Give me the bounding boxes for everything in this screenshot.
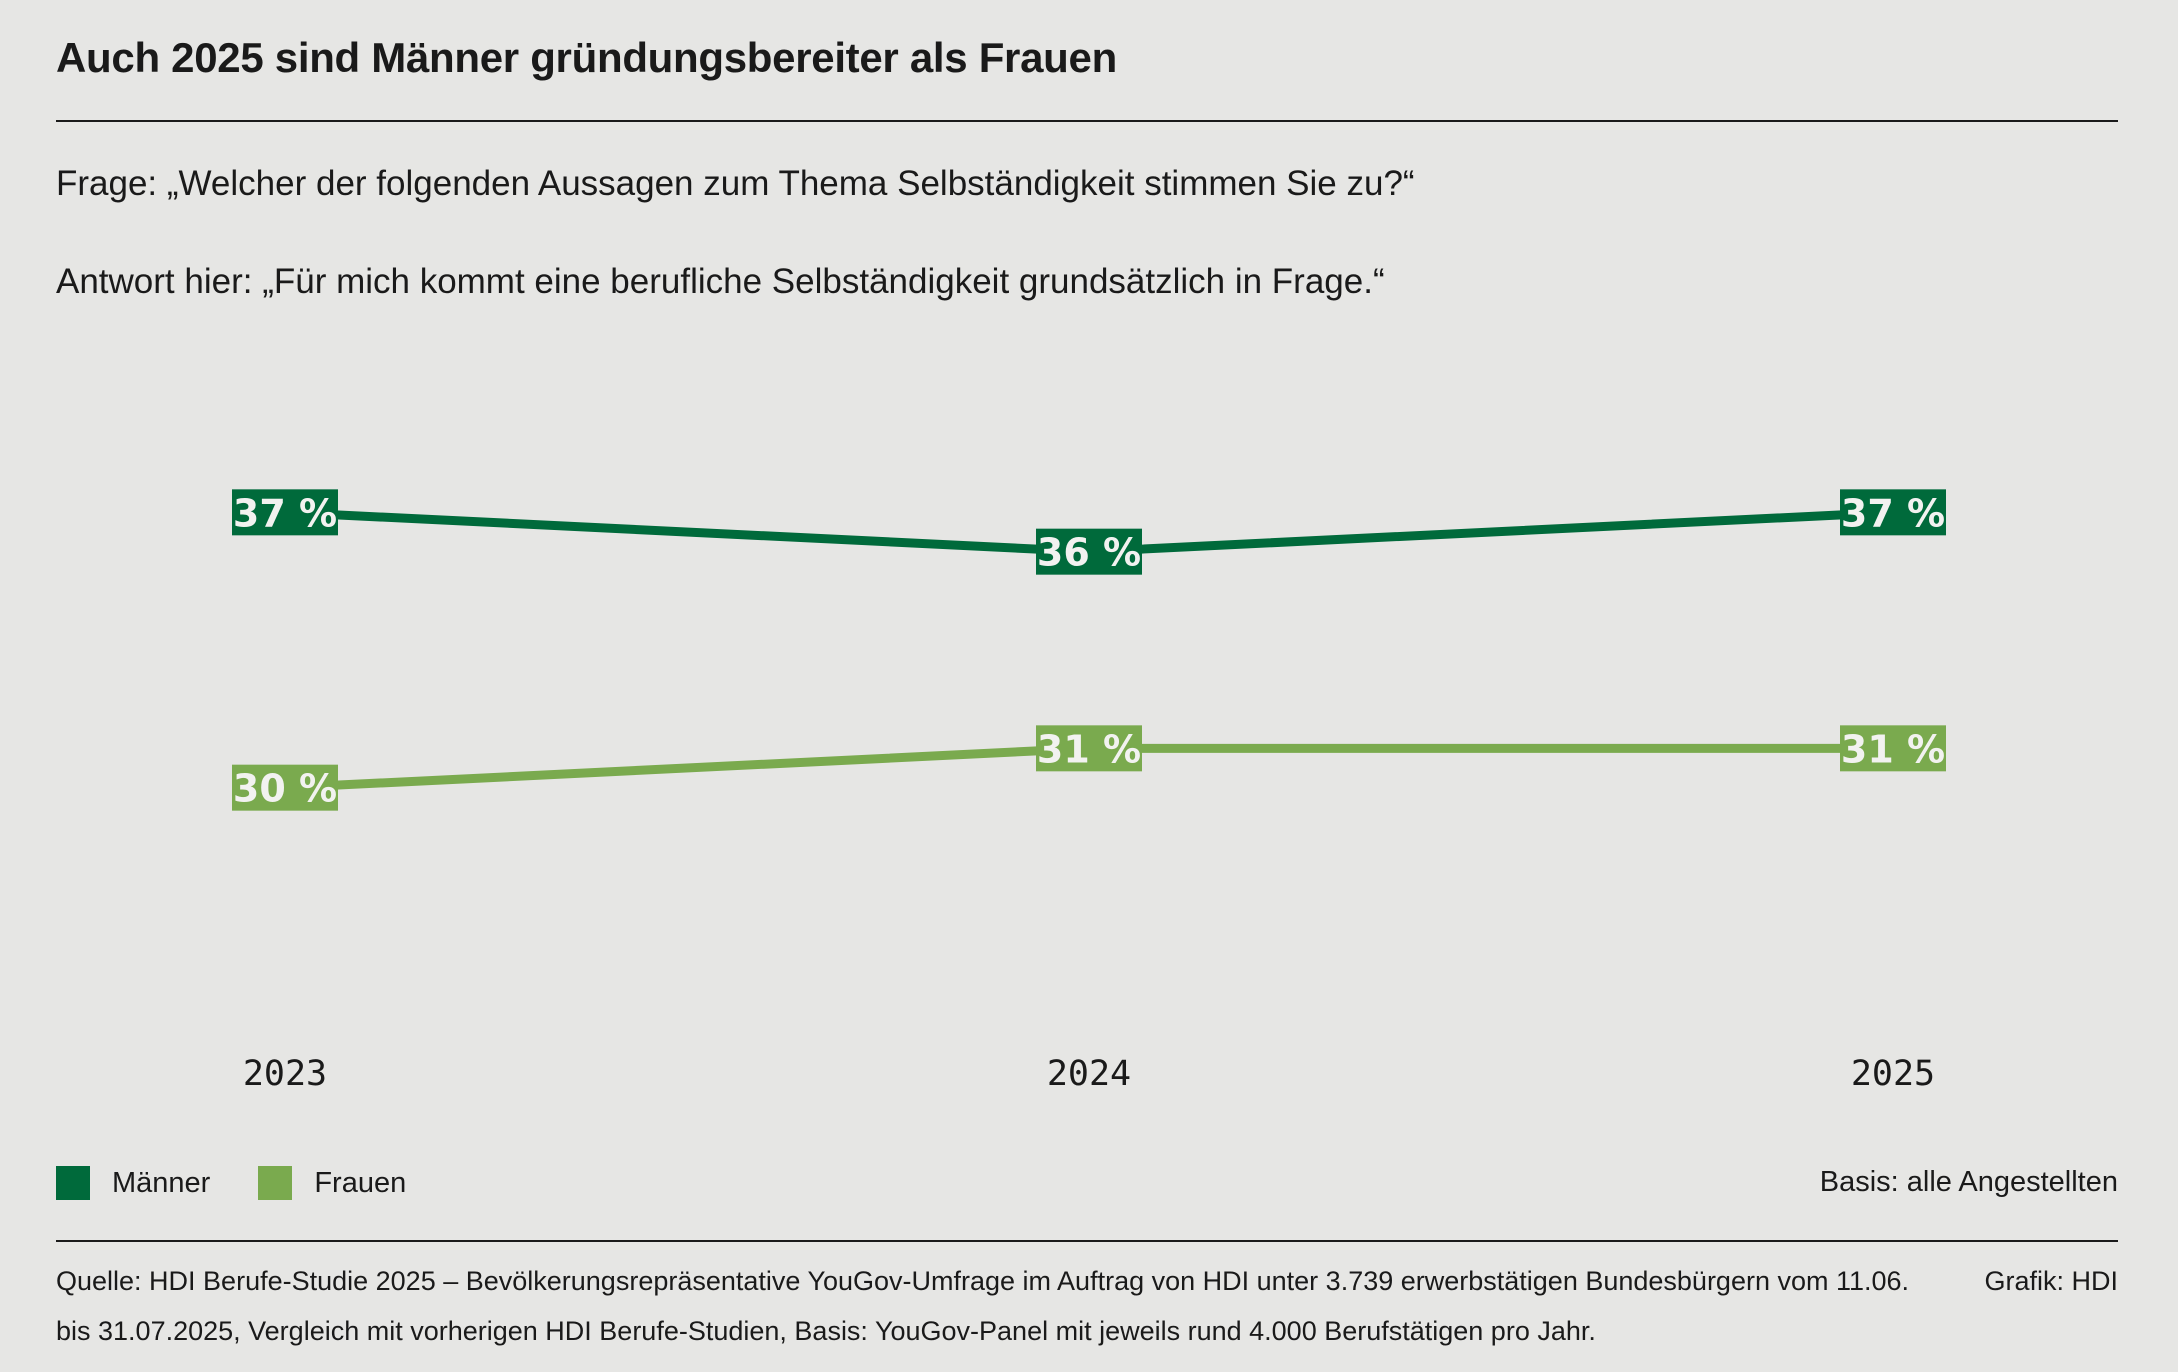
data-label-frauen-2025: 31 % [1840,725,1946,772]
x-tick-label-2024: 2024 [1047,1054,1131,1094]
basis-note: Basis: alle Angestellten [1819,1166,2118,1198]
legend-swatch-frauen [258,1166,293,1200]
data-label-frauen-2024: 31 % [1036,725,1142,772]
answer-text: Antwort hier: „Für mich kommt eine beruf… [56,262,1385,301]
data-label-männer-2024: 36 % [1036,528,1142,575]
data-label-box [1036,528,1142,575]
x-tick-label-2023: 2023 [243,1054,327,1094]
legend-label-frauen: Frauen [314,1166,407,1199]
data-label-box [1840,489,1946,536]
legend-item-frauen: Frauen [258,1166,406,1200]
chart-title: Auch 2025 sind Männer gründungsbereiter … [56,34,1117,81]
data-label-text: 36 % [1037,531,1141,575]
data-label-text: 31 % [1841,727,1945,771]
title-divider [56,120,2118,122]
data-label-männer-2025: 37 % [1840,489,1946,536]
footer-divider [56,1240,2118,1242]
source-note: Quelle: HDI Berufe-Studie 2025 – Bevölke… [56,1266,1910,1346]
data-label-box [1036,725,1142,772]
legend-label-maenner: Männer [112,1166,211,1199]
legend-swatch-maenner [56,1166,90,1200]
data-label-männer-2023: 37 % [232,489,338,536]
data-label-text: 31 % [1037,727,1141,771]
data-label-box [232,764,338,811]
data-label-text: 37 % [233,491,337,535]
data-label-text: 37 % [1841,491,1945,535]
data-label-box [1840,725,1946,772]
data-label-frauen-2023: 30 % [232,764,338,811]
graphic-credit: Grafik: HDI [1984,1266,2118,1296]
question-text: Frage: „Welcher der folgenden Aussagen z… [56,164,1415,203]
x-tick-label-2025: 2025 [1851,1054,1935,1094]
legend: Männer Frauen [56,1166,454,1200]
data-label-box [232,489,338,536]
legend-item-maenner: Männer [56,1166,210,1200]
data-label-text: 30 % [233,767,337,811]
line-chart: 2023 2024 2025 37 % 36 % 37 % 30 % 31 % 31 % [232,489,1946,1094]
